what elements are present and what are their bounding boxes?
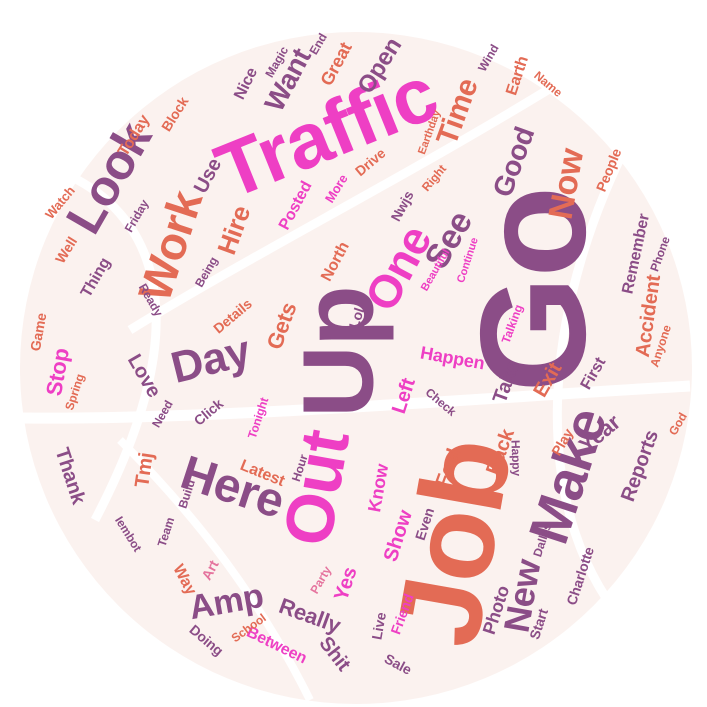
- cloud-word-live: Live: [367, 611, 389, 641]
- ball-seam-right-curve: [552, 117, 644, 644]
- ball-seam-bottom-curve: [117, 437, 314, 702]
- ball-body: [20, 32, 692, 704]
- ball-seam-top-curve: [127, 66, 583, 334]
- ball-seam-left-curve: [68, 171, 161, 523]
- cloud-word-tmj: Tmj: [130, 451, 158, 489]
- cloud-word-up: Up: [282, 286, 395, 418]
- ball-seam-horizontal: [21, 380, 691, 424]
- cloud-word-happy: Happy: [508, 439, 524, 477]
